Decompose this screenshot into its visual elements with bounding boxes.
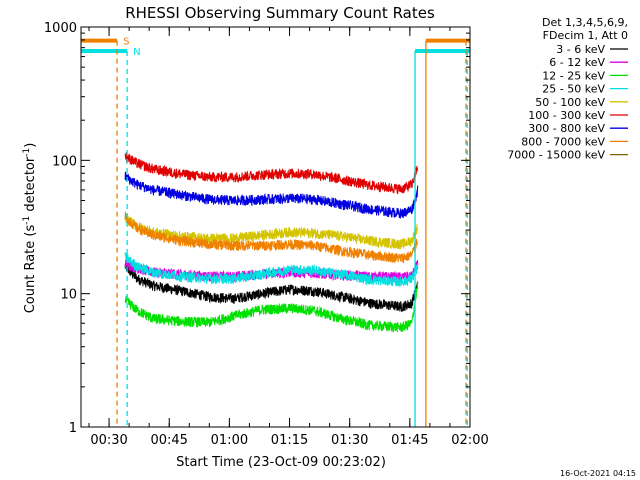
y-axis-label-part: Count Rate (s: [23, 225, 38, 314]
legend: Det 1,3,4,5,6,9, FDecim 1, Att 0 3 - 6 k…: [507, 16, 628, 162]
series-line: [124, 171, 419, 219]
legend-label: 12 - 25 keV: [542, 69, 605, 82]
legend-label: 800 - 7000 keV: [521, 135, 605, 148]
series-line: [124, 262, 419, 313]
legend-label: 25 - 50 keV: [542, 83, 605, 96]
y-tick-label: 1000: [44, 21, 77, 36]
x-tick-label: 00:30: [90, 433, 127, 448]
x-tick-label: 00:45: [150, 433, 187, 448]
axes: 1 10 100 1000 00:30 00:45 01:00 01:15 01:30 01:45…: [44, 21, 489, 448]
legend-header: FDecim 1, Att 0: [543, 29, 628, 42]
flag-label: S: [123, 37, 129, 48]
y-tick-label: 100: [52, 154, 77, 169]
x-tick-label: 02:00: [451, 433, 488, 448]
x-tick-label: 01:00: [211, 433, 248, 448]
y-axis-label-sup: -1: [22, 148, 32, 157]
x-tick-label: 01:30: [331, 433, 368, 448]
footer-timestamp: 16-Oct-2021 04:15: [560, 469, 636, 478]
y-axis-label: Count Rate (s-1 detector-1): [22, 143, 38, 314]
legend-label: 7000 - 15000 keV: [507, 149, 605, 162]
series-line: [124, 252, 419, 287]
legend-label: 300 - 800 keV: [528, 122, 605, 135]
chart-title: RHESSI Observing Summary Count Rates: [125, 4, 435, 22]
flag-label: N: [133, 47, 140, 58]
x-tick-label: 01:45: [391, 433, 428, 448]
plot-area: SN: [81, 37, 470, 427]
x-axis-label: Start Time (23-Oct-09 00:23:02): [176, 455, 386, 470]
legend-label: 100 - 300 keV: [528, 109, 605, 122]
y-tick-label: 10: [60, 288, 77, 303]
y-axis-label-part: ): [23, 143, 38, 148]
legend-header: Det 1,3,4,5,6,9,: [542, 16, 628, 29]
series-line: [124, 211, 418, 264]
y-tick-label: 1: [69, 421, 77, 436]
series-line: [124, 280, 419, 333]
legend-label: 50 - 100 keV: [535, 96, 605, 109]
plot-frame: [80, 26, 471, 428]
x-tick-label: 01:15: [271, 433, 308, 448]
series-line: [124, 152, 419, 194]
y-axis-label-sup: -1: [22, 216, 32, 225]
legend-label: 3 - 6 keV: [556, 43, 605, 56]
y-axis-label-part: detector: [23, 156, 38, 216]
legend-label: 6 - 12 keV: [549, 56, 605, 69]
